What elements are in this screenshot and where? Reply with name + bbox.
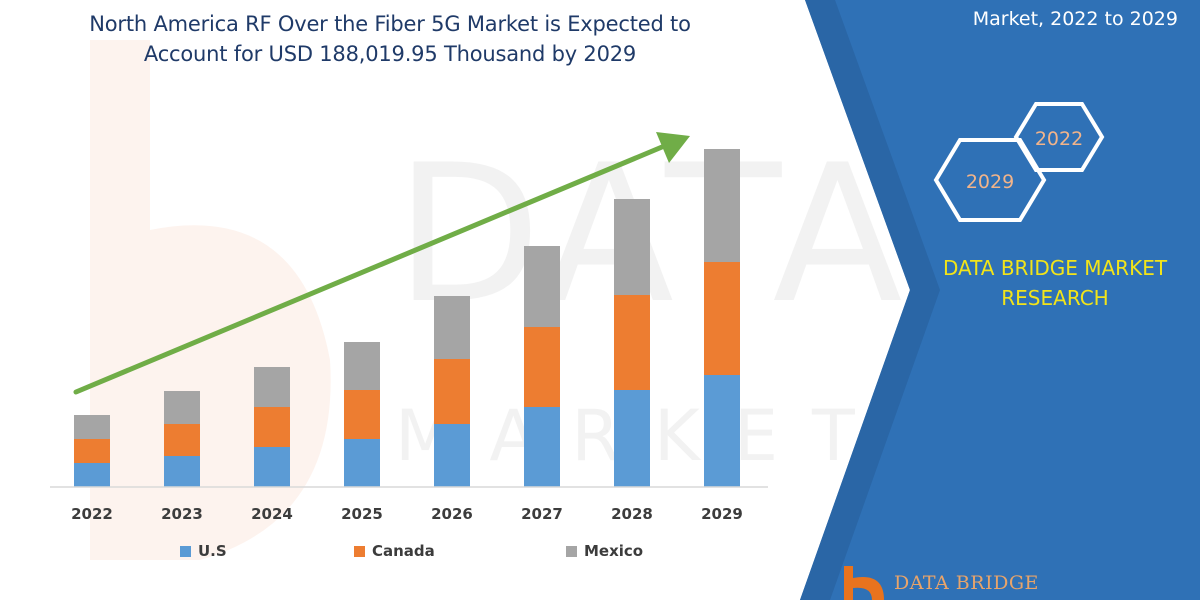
bar-2022-mexico bbox=[74, 415, 110, 439]
bar-2024-us bbox=[254, 447, 290, 487]
panel-header: Market, 2022 to 2029 bbox=[972, 8, 1178, 30]
legend-label: U.S bbox=[198, 542, 227, 560]
x-tick-label: 2024 bbox=[251, 505, 293, 523]
bar-2026-canada bbox=[434, 359, 470, 424]
x-tick-label: 2023 bbox=[161, 505, 203, 523]
bar-2027-us bbox=[524, 407, 560, 487]
chart-title-line-1: North America RF Over the Fiber 5G Marke… bbox=[89, 12, 691, 36]
x-tick-label: 2027 bbox=[521, 505, 563, 523]
bar-2026-us bbox=[434, 424, 470, 487]
brand-name-line-1: DATA BRIDGE MARKET bbox=[942, 256, 1168, 280]
brand-name-line-2: RESEARCH bbox=[1001, 286, 1109, 310]
bar-2024-mexico bbox=[254, 367, 290, 407]
bar-2023-mexico bbox=[164, 391, 200, 424]
bar-2022-us bbox=[74, 463, 110, 487]
footer-brand-text: DATA BRIDGE bbox=[894, 572, 1039, 594]
bar-series-group bbox=[74, 149, 740, 487]
bar-2025-us bbox=[344, 439, 380, 487]
legend-item: U.S bbox=[180, 542, 227, 560]
chart-title-line-2: Account for USD 188,019.95 Thousand by 2… bbox=[143, 42, 637, 66]
hexagon-top bbox=[1013, 102, 1105, 172]
bar-2029-canada bbox=[704, 262, 740, 375]
bar-2028-us bbox=[614, 390, 650, 487]
x-tick-label: 2025 bbox=[341, 505, 383, 523]
bar-2029-mexico bbox=[704, 149, 740, 262]
right-panel-shade bbox=[800, 0, 940, 600]
bar-2028-mexico bbox=[614, 199, 650, 295]
bar-2026-mexico bbox=[434, 296, 470, 359]
x-tick-label: 2029 bbox=[701, 505, 743, 523]
hexagon-bottom-label: 2029 bbox=[966, 171, 1014, 193]
footer-logo-icon bbox=[844, 566, 884, 600]
bar-2023-us bbox=[164, 456, 200, 487]
legend-swatch bbox=[354, 545, 365, 557]
hexagon-bottom bbox=[933, 138, 1047, 222]
bar-2022-canada bbox=[74, 439, 110, 463]
right-panel bbox=[800, 0, 1200, 600]
bar-2028-canada bbox=[614, 295, 650, 390]
x-tick-labels: 2022 2023 2024 2025 2026 2027 2028 2029 bbox=[71, 505, 743, 523]
bar-2023-canada bbox=[164, 424, 200, 456]
trend-arrow bbox=[73, 132, 690, 395]
legend-label: Mexico bbox=[584, 542, 644, 560]
bar-2027-mexico bbox=[524, 246, 560, 327]
hexagon-top-label: 2022 bbox=[1035, 128, 1083, 150]
x-tick-label: 2026 bbox=[431, 505, 473, 523]
x-tick-label: 2028 bbox=[611, 505, 653, 523]
x-tick-label: 2022 bbox=[71, 505, 113, 523]
bar-2025-canada bbox=[344, 390, 380, 439]
bar-2029-us bbox=[704, 375, 740, 487]
legend-item: Canada bbox=[354, 542, 435, 560]
bar-2024-canada bbox=[254, 407, 290, 447]
legend-label: Canada bbox=[372, 542, 435, 560]
bar-2025-mexico bbox=[344, 342, 380, 390]
legend-swatch bbox=[566, 545, 577, 557]
legend-item: Mexico bbox=[566, 542, 643, 560]
legend-swatch bbox=[180, 545, 191, 557]
bar-2027-canada bbox=[524, 327, 560, 407]
